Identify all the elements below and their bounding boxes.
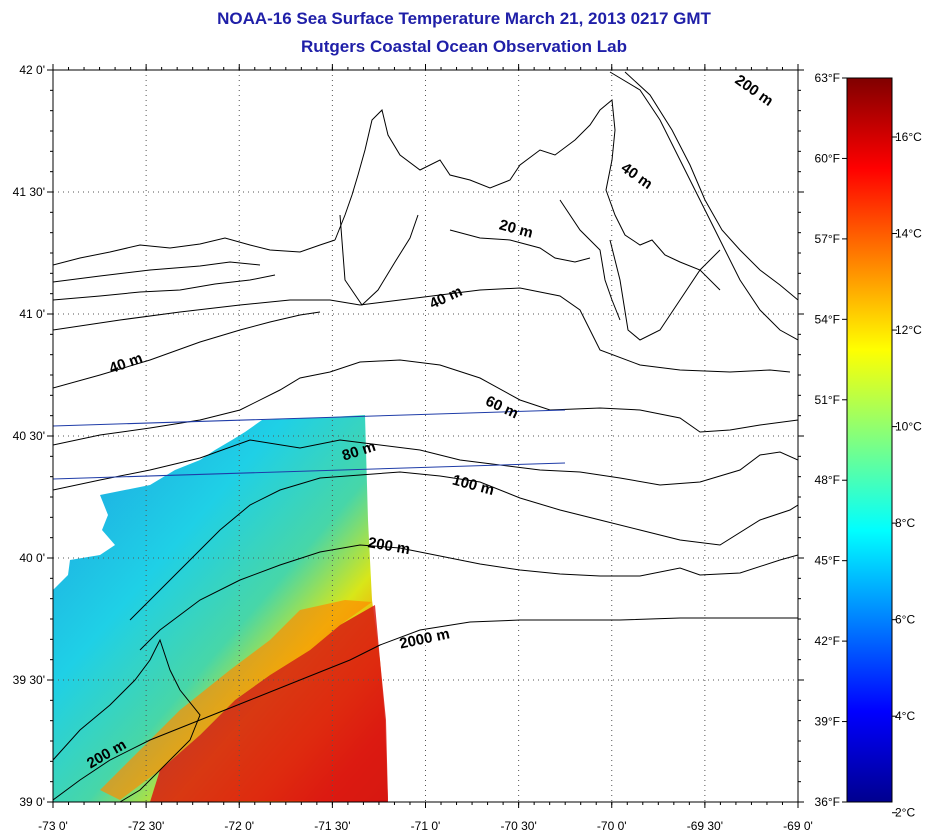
celsius-tick-label: 12°C: [895, 323, 922, 337]
celsius-tick-label: 6°C: [895, 613, 915, 627]
lat-tick-label: 39 30': [13, 673, 45, 687]
lon-tick-label: -72 0': [224, 819, 254, 833]
isobath-40m-west: [53, 311, 321, 389]
frame-ticks: [47, 64, 804, 808]
isobath-label: 40 m: [107, 350, 145, 378]
celsius-tick-label: 16°C: [895, 130, 922, 144]
fahrenheit-tick-label: 39°F: [815, 715, 840, 729]
fahrenheit-tick-label: 51°F: [815, 393, 840, 407]
isobath-label: 100 m: [450, 472, 495, 499]
colorbar-fahrenheit-ticks: 36°F 39°F 42°F 45°F 48°F 51°F 54°F 57°F 60°F 63°F: [815, 71, 847, 809]
track-line-north: [52, 409, 566, 427]
lon-tick-label: -69 0': [783, 819, 813, 833]
map-title: NOAA-16 Sea Surface Temperature March 21…: [217, 9, 711, 28]
lat-tick-label: 40 30': [13, 429, 45, 443]
long-island-coast: [53, 237, 336, 283]
lat-tick-label: 41 30': [13, 185, 45, 199]
lat-tick-label: 42 0': [19, 63, 45, 77]
satellite-tracks: [52, 409, 566, 480]
long-island-south-shore: [53, 274, 276, 301]
isobath-80m: [53, 439, 798, 491]
isobath-label: 20 m: [497, 216, 534, 241]
block-island-sound: [339, 214, 419, 306]
lon-tick-label: -69 30': [687, 819, 723, 833]
isobath-20m: [449, 229, 591, 263]
isobath-2000m: [53, 617, 798, 801]
sst-warm-core: [150, 605, 388, 802]
lon-tick-label: -71 30': [314, 819, 350, 833]
isobath-label: 40 m: [618, 159, 656, 193]
sst-orange-band: [100, 600, 372, 800]
colorbar-scale: [846, 77, 893, 803]
fahrenheit-tick-label: 63°F: [815, 71, 840, 85]
lon-tick-label: -71 0': [411, 819, 441, 833]
isobath-40m-gom: [624, 71, 798, 301]
colorbar-celsius-ticks: 2°C 4°C 6°C 8°C 10°C 12°C 14°C 16°C: [892, 130, 922, 820]
lon-tick-label: -70 30': [500, 819, 536, 833]
lat-tick-label: 39 0': [19, 795, 45, 809]
lat-tick-label: 40 0': [19, 551, 45, 565]
celsius-tick-label: 4°C: [895, 709, 915, 723]
isobath-100m: [129, 471, 798, 621]
isobath-200m-gom: [609, 71, 798, 341]
axis-labels: 42 0' 41 30' 41 0' 40 30' 40 0' 39 30' 39 0' -7…: [13, 63, 813, 833]
isobath-label: 200 m: [732, 72, 777, 110]
fahrenheit-tick-label: 48°F: [815, 473, 840, 487]
map-grid: [53, 70, 798, 802]
isobath-40m-east: [53, 287, 791, 373]
lon-tick-label: -73 0': [38, 819, 68, 833]
celsius-tick-label: 10°C: [895, 420, 922, 434]
track-line-south: [52, 462, 566, 480]
map-lines: [53, 71, 798, 802]
isobath-label: 200 m: [367, 534, 412, 558]
fahrenheit-tick-label: 54°F: [815, 312, 840, 326]
lat-tick-label: 41 0': [19, 307, 45, 321]
isobath-label: 2000 m: [398, 625, 451, 652]
colorbar: 36°F 39°F 42°F 45°F 48°F 51°F 54°F 57°F 60°F 63°F…: [815, 71, 923, 820]
fahrenheit-tick-label: 45°F: [815, 554, 840, 568]
fahrenheit-tick-label: 60°F: [815, 151, 840, 165]
celsius-tick-label: 14°C: [895, 227, 922, 241]
celsius-tick-label: 8°C: [895, 516, 915, 530]
map-subtitle: Rutgers Coastal Ocean Observation Lab: [301, 37, 627, 56]
fahrenheit-tick-label: 42°F: [815, 634, 840, 648]
lon-tick-label: -72 30': [128, 819, 164, 833]
isobath-label: 40 m: [427, 283, 465, 313]
fahrenheit-tick-label: 36°F: [815, 795, 840, 809]
lon-tick-label: -70 0': [597, 819, 627, 833]
isobath-200m-south: [53, 638, 201, 802]
celsius-tick-label: 2°C: [895, 806, 915, 820]
sst-swath: [53, 415, 388, 802]
nantucket-shoals: [559, 199, 721, 341]
isobath-60m: [53, 359, 798, 446]
fahrenheit-tick-label: 57°F: [815, 232, 840, 246]
isobath-200m: [139, 544, 798, 651]
connecticut-ri-coast: [334, 99, 721, 291]
